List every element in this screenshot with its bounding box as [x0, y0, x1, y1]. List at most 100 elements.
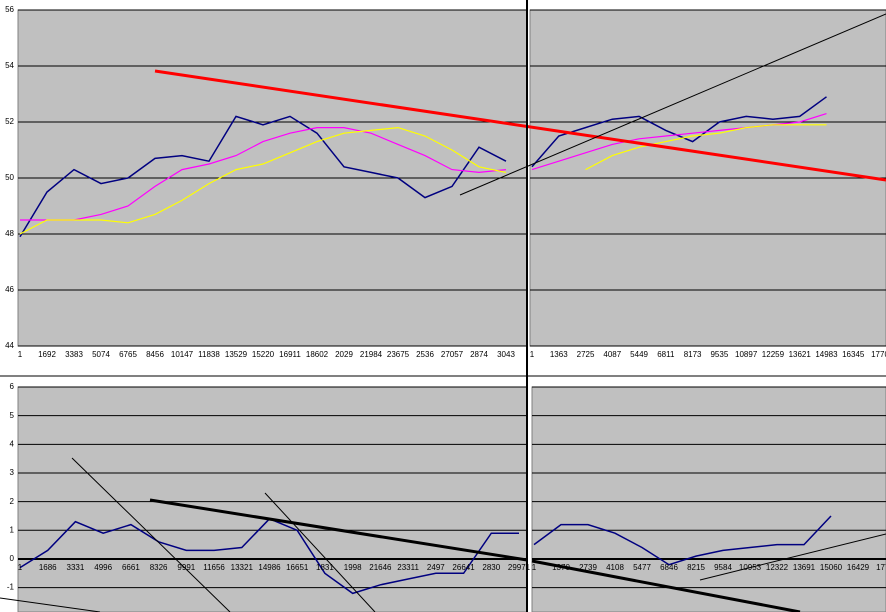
- x-tick-label: 3331: [67, 563, 85, 572]
- y-tick-label: 46: [5, 285, 14, 294]
- x-tick-label: 1779: [876, 563, 886, 572]
- x-tick-label: 16651: [286, 563, 309, 572]
- series-group: [19, 115, 507, 238]
- x-tick-label: 2830: [482, 563, 500, 572]
- chart-panel: 44 46 48 50 52 54 56 1 1692 3383 5074 6765 8456 10147…: [5, 5, 528, 359]
- series-line: [531, 96, 827, 168]
- y-tick-label: 6: [10, 382, 15, 391]
- trend-line: [699, 533, 886, 581]
- x-tick-label: 2029: [335, 350, 353, 359]
- x-tick-label: 15220: [252, 350, 275, 359]
- x-tick-label: 8215: [687, 563, 705, 572]
- x-tick-label: 2739: [579, 563, 597, 572]
- x-tick-label: 5477: [633, 563, 651, 572]
- x-tick-label: 5074: [92, 350, 110, 359]
- x-tick-label: 1686: [39, 563, 57, 572]
- series-group: [533, 515, 832, 566]
- trend-line: [149, 498, 528, 562]
- y-tick-label: 1: [10, 525, 15, 534]
- x-tick-label: 16429: [847, 563, 870, 572]
- x-tick-label: 6661: [122, 563, 140, 572]
- chart-panel: 1137027394108547768468215958410953123221…: [531, 386, 886, 612]
- series-line: [533, 515, 832, 566]
- x-tick-label: 1770: [871, 350, 886, 359]
- x-tick-label: 1: [530, 350, 535, 359]
- x-tick-label: 1692: [38, 350, 56, 359]
- x-tick-label: 14986: [258, 563, 281, 572]
- trend-line: [0, 597, 101, 612]
- y-tick-label: 3: [10, 468, 15, 477]
- y-tick-label: 0: [10, 554, 15, 563]
- trend-line: [264, 492, 376, 612]
- x-tick-label: 23311: [397, 563, 419, 572]
- x-tick-label: 13321: [231, 563, 254, 572]
- x-tick-label: 10897: [735, 350, 758, 359]
- x-tick-label: 4996: [94, 563, 112, 572]
- series-line: [19, 115, 507, 238]
- plot-area: [17, 386, 528, 612]
- y-tick-label: 56: [5, 5, 14, 14]
- x-tick-label: 1831: [316, 563, 334, 572]
- y-tick-label: -1: [7, 583, 15, 592]
- x-tick-label: 29971: [508, 563, 531, 572]
- trend-line: [459, 13, 886, 196]
- series-line: [19, 126, 507, 235]
- y-tick-label: 5: [10, 411, 15, 420]
- x-tick-label: 2497: [427, 563, 445, 572]
- x-tick-label: 16911: [279, 350, 301, 359]
- trend-line: [71, 457, 231, 612]
- x-tick-label: 6765: [119, 350, 137, 359]
- trend-line: [154, 69, 886, 182]
- x-tick-label: 2725: [577, 350, 595, 359]
- x-tick-label: 2874: [470, 350, 488, 359]
- x-tick-label: 8173: [684, 350, 702, 359]
- x-tick-label: 5449: [630, 350, 648, 359]
- x-tick-label: 13691: [793, 563, 816, 572]
- x-tick-label: 2536: [416, 350, 434, 359]
- series-line: [585, 124, 827, 171]
- x-tick-label: 1363: [550, 350, 568, 359]
- x-tick-label: 6846: [660, 563, 678, 572]
- chart-panel: 1 1363 2725 4087 5449 6811 8173 9535 10897 12259 1…: [529, 9, 886, 359]
- x-tick-label: 11656: [203, 563, 225, 572]
- x-tick-label: 16345: [842, 350, 865, 359]
- x-tick-label: 9584: [714, 563, 732, 572]
- y-tick-label: 48: [5, 229, 14, 238]
- x-tick-label: 27057: [441, 350, 464, 359]
- x-tick-label: 11838: [198, 350, 220, 359]
- x-tick-label: 1: [18, 350, 23, 359]
- series-line: [20, 127, 507, 221]
- x-tick-label: 3043: [497, 350, 515, 359]
- x-tick-label: 13621: [789, 350, 812, 359]
- x-tick-label: 6811: [657, 350, 675, 359]
- x-tick-label: 14983: [815, 350, 838, 359]
- y-tick-label: 44: [5, 341, 14, 350]
- y-tick-label: 2: [10, 497, 15, 506]
- x-tick-label: 1998: [344, 563, 362, 572]
- x-tick-label: 15060: [820, 563, 843, 572]
- y-tick-label: 54: [5, 61, 14, 70]
- x-tick-label: 21646: [369, 563, 392, 572]
- x-tick-label: 9535: [710, 350, 728, 359]
- x-tick-label: 8326: [150, 563, 168, 572]
- y-tick-label: 50: [5, 173, 14, 182]
- x-tick-label: 21984: [360, 350, 383, 359]
- y-tick-label: 52: [5, 117, 14, 126]
- x-tick-label: 13529: [225, 350, 248, 359]
- trend-line: [531, 559, 801, 612]
- x-tick-label: 12259: [762, 350, 785, 359]
- x-tick-label: 23675: [387, 350, 410, 359]
- x-tick-label: 18602: [306, 350, 329, 359]
- y-tick-label: 4: [10, 439, 15, 448]
- x-tick-label: 12322: [766, 563, 789, 572]
- x-tick-label: 8456: [146, 350, 164, 359]
- x-tick-label: 26641: [452, 563, 475, 572]
- x-tick-label: 10147: [171, 350, 194, 359]
- x-tick-label: 1: [18, 563, 23, 572]
- x-tick-label: 1: [532, 563, 537, 572]
- x-tick-label: 9991: [177, 563, 195, 572]
